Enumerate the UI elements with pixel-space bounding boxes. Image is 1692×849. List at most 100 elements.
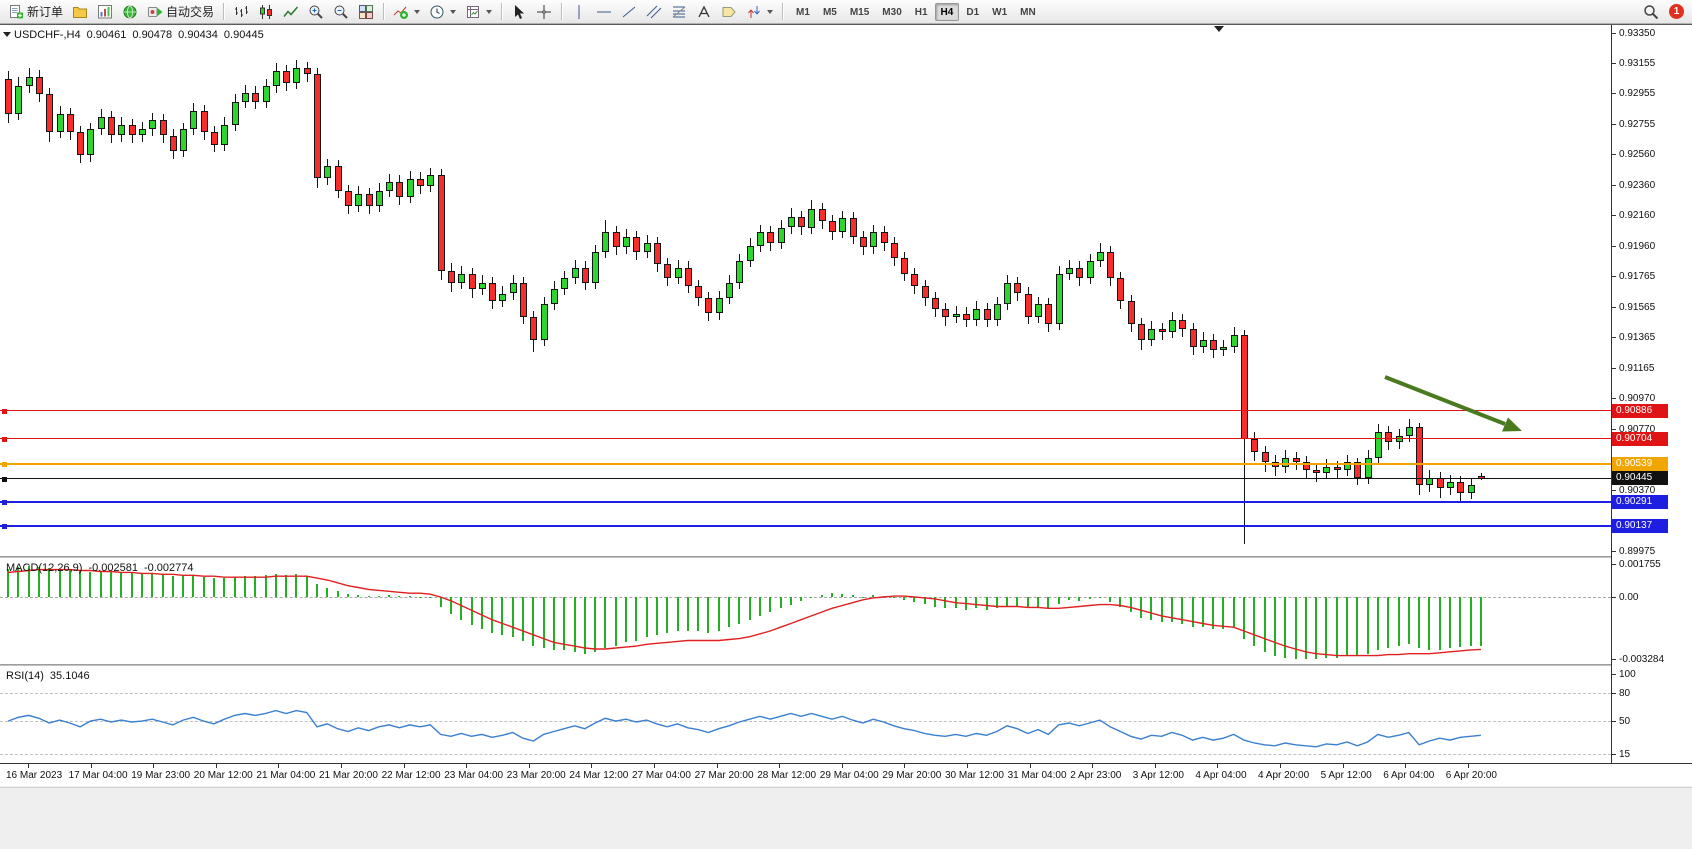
macd-histogram-bar [1026, 597, 1029, 609]
macd-histogram-bar [1212, 597, 1215, 630]
level-line-handle[interactable] [2, 523, 7, 529]
line-chart-mode-button[interactable] [279, 2, 303, 22]
macd-histogram-bar [614, 597, 617, 647]
candle-body [643, 242, 651, 253]
macd-histogram-bar [1273, 597, 1276, 656]
price-chart-panel[interactable]: USDCHF-,H4 0.90461 0.90478 0.90434 0.90445 [0, 25, 1611, 556]
candle-body [1405, 427, 1413, 437]
profiles-button[interactable] [68, 2, 92, 22]
time-axis-label: 29 Mar 20:00 [882, 770, 942, 781]
level-line-handle[interactable] [2, 408, 7, 414]
tile-windows-button[interactable] [354, 2, 378, 22]
macd-histogram-bar [1418, 597, 1421, 648]
folder-icon [72, 4, 88, 20]
horizontal-level-line[interactable] [0, 501, 1611, 504]
candle-body [715, 298, 723, 314]
price-axis-label: 0.92755 [1619, 119, 1656, 130]
time-tick [403, 764, 405, 768]
toolbar-separator [782, 3, 784, 20]
macd-histogram-bar [295, 574, 298, 597]
text-tool-button[interactable] [692, 2, 716, 22]
bar-chart-mode-button[interactable] [229, 2, 253, 22]
data-window-button[interactable] [118, 2, 142, 22]
macd-histogram-bar [130, 573, 133, 597]
time-tick [1405, 764, 1407, 768]
horizontal-level-line[interactable] [0, 463, 1611, 466]
price-tick [1612, 490, 1616, 491]
tile-windows-icon [358, 4, 374, 20]
candle-body [272, 71, 280, 87]
text-label-tool-button[interactable] [717, 2, 741, 22]
time-tick [1467, 764, 1469, 768]
chart-window-button[interactable] [93, 2, 117, 22]
level-line-handle[interactable] [2, 500, 7, 506]
candle-body [159, 120, 167, 136]
price-axis[interactable]: 0.93350 0.93155 0.92955 0.92755 0.92560 0.923… [1611, 25, 1692, 763]
timeframe-button-m15[interactable]: M15 [849, 6, 870, 18]
macd-histogram-bar [583, 597, 586, 654]
macd-histogram-bar [985, 597, 988, 611]
panel-splitter[interactable] [0, 664, 1692, 666]
trendline-tool-button[interactable] [617, 2, 641, 22]
timeframe-button-m1[interactable]: M1 [796, 6, 810, 18]
vertical-line-tool-button[interactable] [567, 2, 591, 22]
macd-histogram-bar [398, 596, 401, 598]
macd-histogram-bar [408, 596, 411, 598]
horizontal-level-line[interactable] [0, 478, 1611, 479]
candle-body [1127, 301, 1135, 325]
macd-histogram-bar [254, 576, 257, 597]
rsi-panel[interactable]: RSI(14) 35.1046 [0, 666, 1611, 763]
fibonacci-tool-button[interactable] [667, 2, 691, 22]
level-line-handle[interactable] [2, 476, 7, 482]
horizontal-level-line[interactable] [0, 410, 1611, 412]
collapse-triangle-icon[interactable] [3, 32, 11, 37]
time-axis[interactable]: 16 Mar 2023 17 Mar 04:00 19 Mar 23:00 20 Ma… [0, 763, 1692, 786]
level-line-handle[interactable] [2, 436, 7, 442]
price-axis-label: 0.90770 [1619, 424, 1656, 435]
macd-histogram-bar [1006, 597, 1009, 606]
zoom-in-button[interactable] [304, 2, 328, 22]
crosshair-tool-button[interactable] [532, 2, 556, 22]
periods-dropdown-button[interactable] [425, 2, 460, 22]
indicators-dropdown-button[interactable] [389, 2, 424, 22]
macd-histogram-bar [1243, 597, 1245, 639]
horizontal-line-tool-button[interactable] [592, 2, 616, 22]
zoom-out-button[interactable] [329, 2, 353, 22]
price-tick [1612, 337, 1616, 338]
panel-splitter[interactable] [0, 556, 1692, 558]
candlestick-mode-button[interactable] [254, 2, 278, 22]
macd-histogram-bar [243, 576, 246, 597]
horizontal-level-line[interactable] [0, 438, 1611, 440]
timeframe-button-h4[interactable]: H4 [934, 2, 960, 21]
timeframe-button-m5[interactable]: M5 [822, 6, 837, 18]
new-order-button[interactable]: 新订单 [4, 2, 67, 22]
macd-histogram-bar [1067, 597, 1070, 600]
macd-panel[interactable]: MACD(12,26,9) -0.002581 -0.002774 [0, 558, 1611, 664]
macd-histogram-bar [449, 597, 452, 614]
macd-histogram-bar [1387, 597, 1390, 648]
level-line-handle[interactable] [2, 462, 7, 468]
channel-tool-button[interactable] [642, 2, 666, 22]
arrows-tool-button[interactable] [742, 2, 777, 22]
macd-histogram-bar [789, 597, 792, 605]
search-button[interactable] [1639, 2, 1663, 22]
auto-trading-button[interactable]: 自动交易 [143, 2, 218, 22]
timeframe-button-m30[interactable]: M30 [882, 6, 902, 18]
notification-badge[interactable]: 1 [1669, 4, 1684, 19]
timeframe-button-d1[interactable]: D1 [966, 6, 980, 18]
candle-body [901, 258, 909, 274]
timeframe-button-w1[interactable]: W1 [992, 6, 1008, 18]
cursor-tool-button[interactable] [507, 2, 531, 22]
timeframe-button-mn[interactable]: MN [1020, 6, 1036, 18]
chart-window: USDCHF-,H4 0.90461 0.90478 0.90434 0.90445 M… [0, 24, 1692, 786]
open-value: 0.90461 [86, 29, 127, 41]
template-icon [465, 4, 481, 20]
macd-histogram-bar [182, 576, 185, 597]
macd-histogram-bar [1366, 597, 1369, 654]
chart-shift-marker-icon[interactable] [1214, 26, 1224, 32]
horizontal-level-line[interactable] [0, 524, 1611, 527]
timeframe-button-h1[interactable]: H1 [914, 6, 928, 18]
templates-dropdown-button[interactable] [461, 2, 496, 22]
macd-histogram-bar [336, 591, 339, 597]
